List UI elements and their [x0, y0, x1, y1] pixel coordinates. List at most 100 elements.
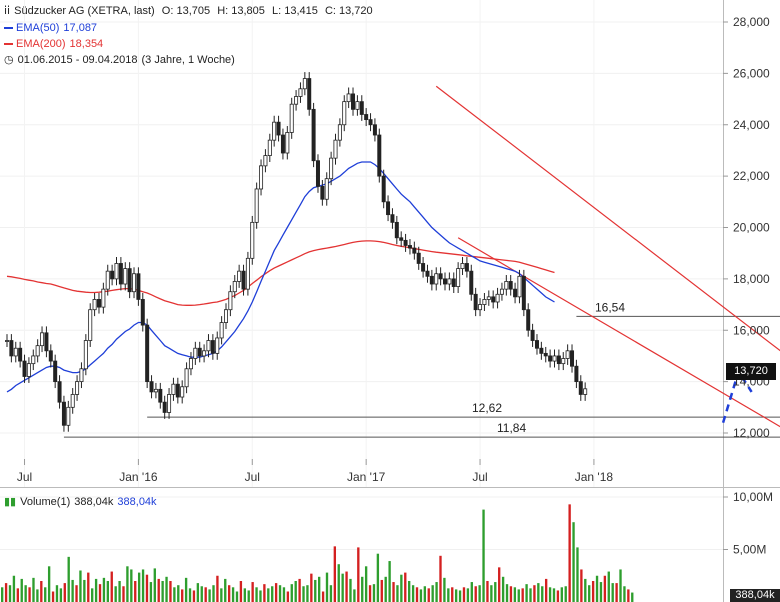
volume-bar	[396, 585, 399, 602]
open-value: 13,705	[176, 5, 211, 17]
candle	[570, 350, 575, 367]
candle	[543, 352, 548, 357]
volume-bar	[364, 566, 368, 602]
volume-bar	[67, 556, 70, 602]
candle	[171, 383, 176, 395]
candle	[158, 388, 163, 403]
volume-bar	[98, 584, 102, 602]
volume-bar	[568, 504, 571, 602]
candle	[565, 350, 570, 359]
volume-bar	[177, 585, 180, 602]
volume-bar	[325, 572, 329, 602]
volume-bar	[63, 583, 66, 602]
candle	[530, 329, 535, 341]
candle	[359, 101, 364, 115]
volume-bar	[353, 589, 356, 602]
volume-bar	[474, 586, 477, 602]
candle	[254, 188, 259, 223]
candle	[110, 270, 115, 280]
volume-bar	[427, 588, 430, 602]
volume-bar	[118, 581, 121, 602]
volume-bar	[102, 577, 106, 602]
date-range: 01.06.2015 - 09.04.2018	[17, 54, 138, 66]
candle	[53, 360, 58, 383]
volume-bar	[122, 586, 125, 602]
candle	[237, 270, 242, 282]
time-tick-label: Jul	[245, 470, 260, 484]
volume-bar	[501, 576, 505, 602]
price-tick-label: 26,000	[733, 66, 770, 80]
candle	[438, 273, 443, 280]
volume-bar	[290, 584, 293, 602]
volume-bar	[513, 587, 517, 602]
candle	[460, 263, 465, 269]
candle	[276, 121, 281, 136]
volume-bar	[541, 586, 544, 602]
volume-bar	[83, 579, 86, 602]
volume-bar	[451, 587, 454, 602]
last-volume-badge: 388,04k	[730, 589, 780, 602]
volume-bar	[329, 585, 333, 602]
candle	[79, 368, 84, 383]
candle	[478, 304, 483, 311]
volume-bar	[505, 584, 509, 602]
ema50-legend: EMA(50) 17,087	[4, 22, 101, 35]
volume-bar	[423, 586, 427, 602]
volume-bar	[302, 586, 305, 602]
volume-bar	[404, 572, 407, 602]
candle	[486, 296, 491, 300]
volume-bar	[478, 585, 481, 602]
volume-bar	[271, 586, 274, 602]
volume-bar	[4, 583, 8, 602]
support-level-label: 12,62	[472, 401, 502, 415]
volume-bars	[1, 504, 634, 602]
candle	[534, 340, 539, 349]
candle	[145, 324, 150, 383]
volume-bar	[498, 567, 501, 602]
volume-bar	[310, 573, 313, 602]
candle	[118, 263, 123, 285]
candle	[583, 388, 588, 395]
candle	[517, 275, 522, 298]
candle	[228, 291, 233, 311]
volume-bar	[607, 571, 610, 602]
candle	[66, 406, 71, 426]
volume-bar	[28, 587, 31, 602]
volume-bar	[419, 589, 423, 602]
candle	[114, 263, 119, 280]
candle	[421, 263, 426, 272]
volume-bar	[627, 589, 630, 602]
candle	[57, 381, 62, 403]
volume-bar	[415, 587, 419, 602]
candle	[123, 268, 128, 285]
candle	[324, 178, 329, 200]
candle	[429, 275, 434, 285]
volume-bar	[114, 586, 117, 602]
volume-bar	[44, 587, 47, 602]
volume-bar	[130, 569, 133, 602]
candle	[386, 201, 391, 216]
candle	[442, 278, 447, 285]
candle	[399, 237, 404, 241]
high-value: 13,805	[231, 5, 265, 17]
volume-bar	[263, 584, 266, 602]
last-price-badge: 13,720	[726, 363, 776, 380]
candle	[9, 340, 14, 357]
volume-bar	[576, 547, 579, 602]
date-range-line: ◷ 01.06.2015 - 09.04.2018 (3 Jahre, 1 Woch…	[4, 54, 239, 67]
volume-bar	[439, 555, 442, 602]
volume-bar	[306, 585, 309, 602]
volume-bar	[8, 585, 12, 602]
volume-bar	[282, 587, 286, 602]
volume-bar	[529, 588, 532, 602]
volume-bar	[388, 561, 391, 602]
price-tick-label: 22,000	[733, 169, 770, 183]
volume-value-2: 388,04k	[117, 496, 157, 508]
volume-bar	[165, 576, 168, 602]
candle	[307, 78, 312, 110]
candle	[508, 281, 513, 290]
volume-bar	[161, 581, 164, 602]
candle	[513, 288, 518, 298]
ema50-value: 17,087	[63, 22, 98, 34]
